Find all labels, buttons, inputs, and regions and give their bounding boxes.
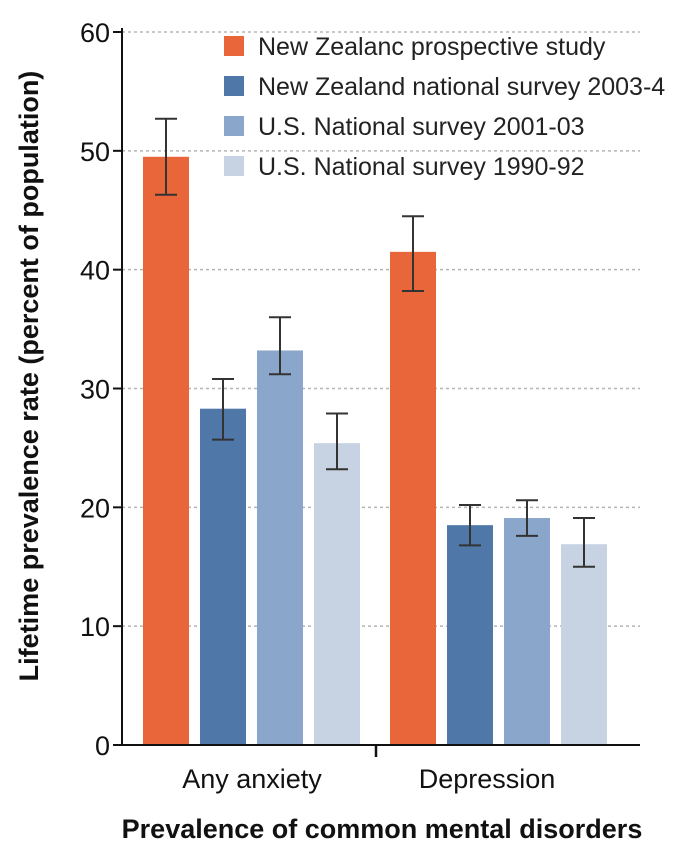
bar-0-0 [143, 156, 189, 745]
bar-0-2 [257, 350, 303, 745]
y-tick-label-20: 20 [80, 493, 110, 523]
bar-0-1 [200, 408, 246, 745]
legend: New Zealanc prospective study New Zealand… [224, 33, 665, 181]
category-label-0: Any anxiety [182, 764, 322, 794]
y-tick-labels: 0 10 20 30 40 50 60 [80, 18, 110, 761]
bars [143, 156, 607, 745]
y-tick-label-30: 30 [80, 375, 110, 405]
category-label-1: Depression [419, 764, 556, 794]
legend-swatch-0 [224, 36, 244, 56]
y-axis-title: Lifetime prevalence rate (percent of pop… [14, 71, 44, 682]
x-axis-title: Prevalence of common mental disorders [122, 814, 643, 844]
y-tick-label-60: 60 [80, 18, 110, 48]
legend-label-1: New Zealand national survey 2003-4 [258, 73, 665, 101]
y-tick-label-50: 50 [80, 137, 110, 167]
legend-swatch-1 [224, 76, 244, 96]
y-tick-label-10: 10 [80, 612, 110, 642]
legend-swatch-3 [224, 156, 244, 176]
y-tick-label-0: 0 [95, 731, 110, 761]
axes [113, 28, 640, 757]
bar-1-3 [561, 544, 607, 745]
legend-label-3: U.S. National survey 1990-92 [258, 153, 585, 181]
bar-0-3 [314, 443, 360, 745]
y-tick-label-40: 40 [80, 256, 110, 286]
bar-1-2 [504, 518, 550, 745]
bar-1-1 [447, 525, 493, 745]
bar-1-0 [390, 251, 436, 745]
legend-label-0: New Zealanc prospective study [258, 33, 606, 61]
category-labels: Any anxiety Depression [182, 764, 555, 794]
error-bars [155, 117, 595, 568]
legend-label-2: U.S. National survey 2001-03 [258, 113, 585, 141]
legend-swatch-2 [224, 116, 244, 136]
